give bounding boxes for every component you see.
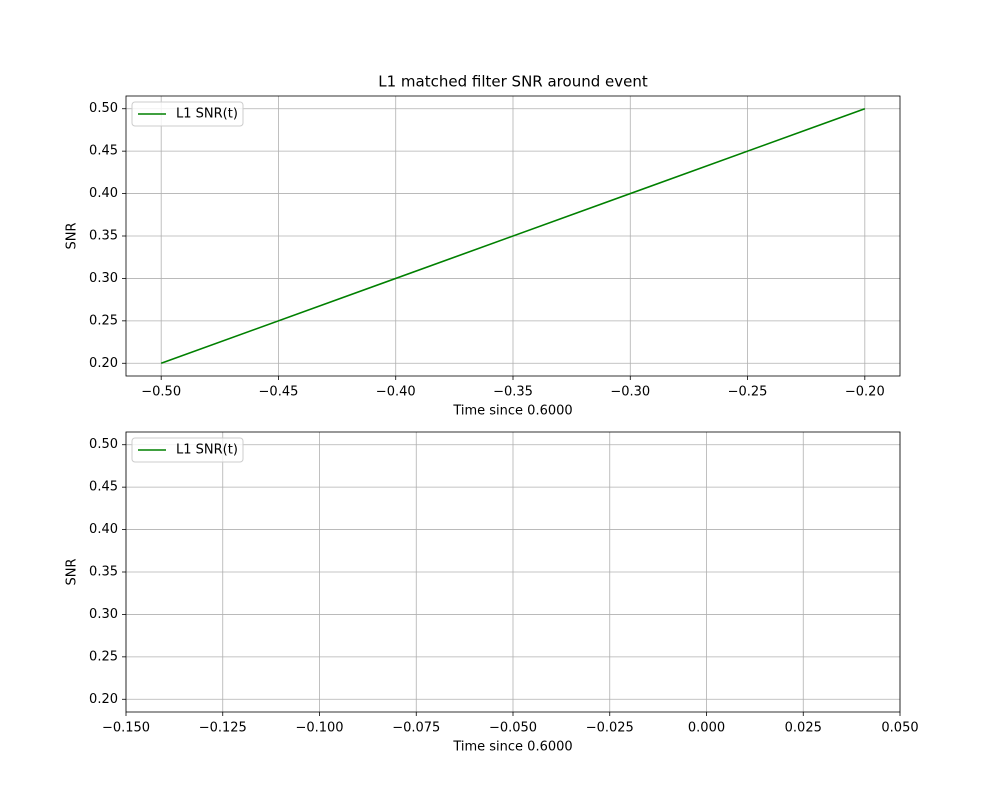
x-tick-label: −0.50 — [141, 385, 181, 400]
x-tick-label: −0.40 — [376, 385, 416, 400]
x-tick-label: −0.075 — [392, 721, 440, 736]
legend: L1 SNR(t) — [131, 101, 244, 127]
legend-box — [131, 437, 244, 463]
x-tick-label: 0.000 — [688, 721, 725, 736]
legend-label: L1 SNR(t) — [176, 107, 238, 122]
legend-label: L1 SNR(t) — [176, 443, 238, 458]
x-tick-label: −0.100 — [295, 721, 343, 736]
subplot: −0.150 −0.125 −0.100 −0.075 −0.050 −0.025 0.00… — [65, 431, 919, 755]
x-axis-label: Time since 0.6000 — [452, 404, 572, 419]
x-tick-label: −0.45 — [259, 385, 299, 400]
x-tick-label: −0.050 — [489, 721, 537, 736]
x-axis-label: Time since 0.6000 — [452, 740, 572, 755]
y-tick-label: 0.50 — [89, 101, 118, 116]
legend: L1 SNR(t) — [131, 437, 244, 463]
plot-frame — [125, 95, 901, 377]
y-tick-label: 0.25 — [89, 313, 118, 328]
y-tick-label: 0.20 — [89, 692, 118, 707]
subplot: L1 matched filter SNR around event −0.50 −… — [65, 73, 901, 419]
y-tick-label: 0.40 — [89, 186, 118, 201]
y-axis-label: SNR — [65, 558, 80, 585]
plot-frame — [125, 431, 901, 713]
y-tick-label: 0.50 — [89, 437, 118, 452]
y-tick-label: 0.45 — [89, 144, 118, 159]
x-tick-label: −0.25 — [728, 385, 768, 400]
x-tick-label: −0.150 — [102, 721, 150, 736]
x-tick-label: −0.025 — [586, 721, 634, 736]
chart-title: L1 matched filter SNR around event — [378, 73, 648, 91]
y-tick-label: 0.30 — [89, 607, 118, 622]
y-tick-label: 0.30 — [89, 271, 118, 286]
y-tick-label: 0.20 — [89, 356, 118, 371]
y-tick-label: 0.25 — [89, 649, 118, 664]
x-tick-label: −0.35 — [493, 385, 533, 400]
x-tick-label: −0.125 — [199, 721, 247, 736]
legend-box — [131, 101, 244, 127]
x-tick-label: 0.050 — [881, 721, 918, 736]
x-tick-label: −0.30 — [610, 385, 650, 400]
x-tick-label: 0.025 — [785, 721, 822, 736]
data-line — [160, 107, 866, 365]
y-tick-label: 0.35 — [89, 565, 118, 580]
y-tick-label: 0.35 — [89, 229, 118, 244]
y-tick-label: 0.45 — [89, 480, 118, 495]
x-tick-label: −0.20 — [845, 385, 885, 400]
y-axis-label: SNR — [65, 222, 80, 249]
y-tick-label: 0.40 — [89, 522, 118, 537]
